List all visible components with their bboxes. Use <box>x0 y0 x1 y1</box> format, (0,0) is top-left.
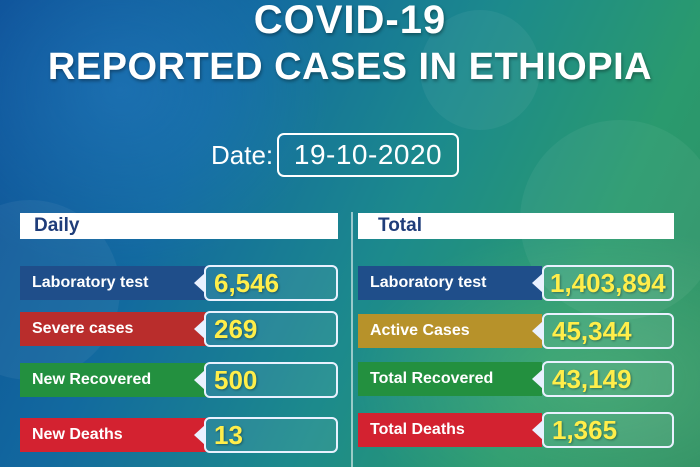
total-value-recovered: 43,149 <box>552 364 632 394</box>
title-line-2: REPORTED CASES IN ETHIOPIA <box>47 46 653 88</box>
total-header: Total <box>358 213 674 239</box>
panel-divider <box>351 212 353 467</box>
title-line-1: COVID-19 <box>253 0 447 42</box>
daily-value-lab-test: 6,546 <box>214 268 280 298</box>
daily-row-lab-test: Laboratory test 6,546 <box>20 265 338 301</box>
total-row-recovered: Total Recovered 43,149 <box>358 361 674 397</box>
total-label-recovered: Total Recovered <box>358 362 542 396</box>
total-label-active: Active Cases <box>358 314 542 348</box>
daily-label-recovered: New Recovered <box>20 363 206 397</box>
daily-label-deaths: New Deaths <box>20 418 206 452</box>
daily-value-box-recovered: 500 <box>194 362 338 398</box>
total-value-box-recovered: 43,149 <box>532 361 674 397</box>
daily-label-severe: Severe cases <box>20 312 206 346</box>
daily-value-recovered: 500 <box>214 365 258 395</box>
total-row-active: Active Cases 45,344 <box>358 313 674 349</box>
daily-value-box-severe: 269 <box>194 311 338 347</box>
total-value-box-active: 45,344 <box>532 313 674 349</box>
daily-value-deaths: 13 <box>214 420 243 450</box>
total-value-active: 45,344 <box>552 316 632 346</box>
total-row-deaths: Total Deaths 1,365 <box>358 412 674 448</box>
daily-header: Daily <box>20 213 338 239</box>
total-value-box-lab-test: 1,403,894 <box>532 265 674 301</box>
total-value-deaths: 1,365 <box>552 415 618 445</box>
daily-row-deaths: New Deaths 13 <box>20 417 338 453</box>
total-value-lab-test: 1,403,894 <box>550 268 666 298</box>
daily-value-box-deaths: 13 <box>194 417 338 453</box>
total-label-lab-test: Laboratory test <box>358 266 542 300</box>
daily-value-box-lab-test: 6,546 <box>194 265 338 301</box>
total-row-lab-test: Laboratory test 1,403,894 <box>358 265 674 301</box>
total-label-deaths: Total Deaths <box>358 413 542 447</box>
daily-row-severe: Severe cases 269 <box>20 311 338 347</box>
daily-value-severe: 269 <box>214 314 258 344</box>
date-value: 19-10-2020 <box>277 133 459 177</box>
daily-row-recovered: New Recovered 500 <box>20 362 338 398</box>
daily-label-lab-test: Laboratory test <box>20 266 206 300</box>
total-value-box-deaths: 1,365 <box>532 412 674 448</box>
date-label: Date: <box>211 140 274 170</box>
